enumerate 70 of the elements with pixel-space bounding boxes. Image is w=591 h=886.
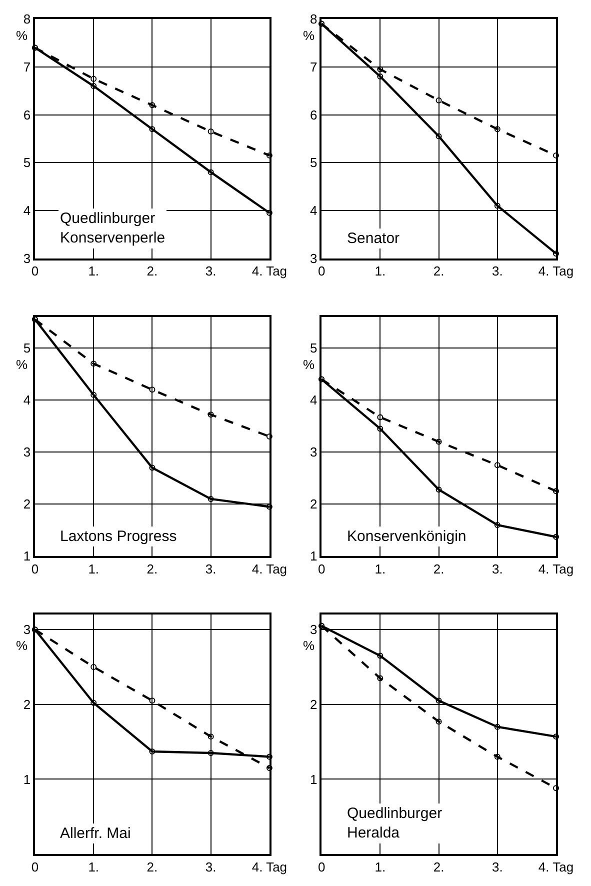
x-tick-label: 3. [492, 562, 503, 577]
y-tick-label: 3 [310, 622, 318, 638]
x-tick-label: 3. [205, 264, 216, 279]
y-axis-title: % [16, 638, 28, 653]
annotation: Quedlinburger Heralda [347, 805, 442, 842]
x-tick-label: 4. Tag [538, 562, 574, 577]
x-tick-label: 0 [318, 859, 326, 874]
y-tick-label: 4 [23, 203, 31, 218]
x-tick-label: 4. Tag [538, 859, 574, 874]
annotation: Konservenkönigin [347, 528, 466, 545]
y-tick-label: 1 [310, 548, 318, 564]
x-tick-label: 4. Tag [252, 264, 288, 279]
y-tick-label: 7 [23, 59, 31, 74]
y-axis-title: % [303, 357, 315, 372]
annotation: Allerfr. Mai [60, 825, 131, 842]
x-tick-label: 0 [31, 562, 39, 577]
x-tick-label: 2. [433, 562, 444, 577]
y-axis-title: % [303, 638, 315, 653]
y-tick-label: 5 [23, 155, 31, 170]
y-tick-label: 1 [310, 772, 318, 787]
y-tick-label: 3 [310, 444, 318, 460]
y-tick-label: 1 [23, 772, 31, 787]
x-tick-label: 4. Tag [538, 264, 574, 279]
x-tick-label: 3. [205, 859, 216, 874]
x-tick-label: 2. [433, 264, 444, 279]
y-tick-label: 5 [310, 340, 318, 356]
x-tick-label: 0 [318, 264, 326, 279]
y-tick-label: 4 [310, 203, 318, 218]
y-tick-label: 2 [310, 696, 318, 712]
y-tick-label: 8 [23, 12, 31, 27]
x-tick-label: 1. [374, 264, 386, 279]
x-tick-label: 1. [374, 562, 386, 577]
x-tick-label: 3. [205, 562, 216, 577]
y-tick-label: 3 [310, 250, 318, 266]
y-tick-label: 6 [310, 107, 318, 122]
y-tick-label: 4 [310, 392, 318, 408]
y-tick-label: 1 [23, 548, 31, 564]
y-axis-title: % [16, 357, 28, 372]
x-tick-label: 3. [492, 859, 503, 874]
annotation: Senator [347, 230, 400, 247]
y-tick-label: 3 [23, 250, 31, 266]
x-tick-label: 3. [492, 264, 503, 279]
y-tick-label: 6 [23, 107, 31, 122]
y-tick-label: 5 [310, 155, 318, 170]
y-tick-label: 3 [23, 444, 31, 460]
y-tick-label: 8 [310, 12, 318, 27]
x-tick-label: 1. [88, 562, 100, 577]
x-tick-label: 2. [433, 859, 444, 874]
x-tick-label: 2. [146, 562, 158, 577]
y-tick-label: 3 [23, 622, 31, 638]
y-tick-label: 2 [23, 496, 31, 512]
annotation: Laxtons Progress [60, 528, 177, 545]
y-axis-title: % [303, 28, 315, 43]
x-tick-label: 1. [374, 859, 386, 874]
y-tick-label: 2 [310, 496, 318, 512]
y-tick-label: 2 [23, 696, 31, 712]
x-tick-label: 0 [318, 562, 326, 577]
x-tick-label: 1. [88, 859, 100, 874]
y-tick-label: 4 [23, 392, 31, 408]
y-tick-label: 7 [310, 59, 318, 74]
y-tick-label: 5 [23, 340, 31, 356]
x-tick-label: 0 [31, 859, 39, 874]
x-tick-label: 4. Tag [252, 562, 288, 577]
x-tick-label: 4. Tag [252, 859, 288, 874]
x-tick-label: 1. [88, 264, 100, 279]
x-tick-label: 0 [31, 264, 39, 279]
x-tick-label: 2. [146, 859, 158, 874]
y-axis-title: % [16, 28, 28, 43]
x-tick-label: 2. [146, 264, 158, 279]
annotation: Quedlinburger Konservenperle [60, 210, 166, 246]
